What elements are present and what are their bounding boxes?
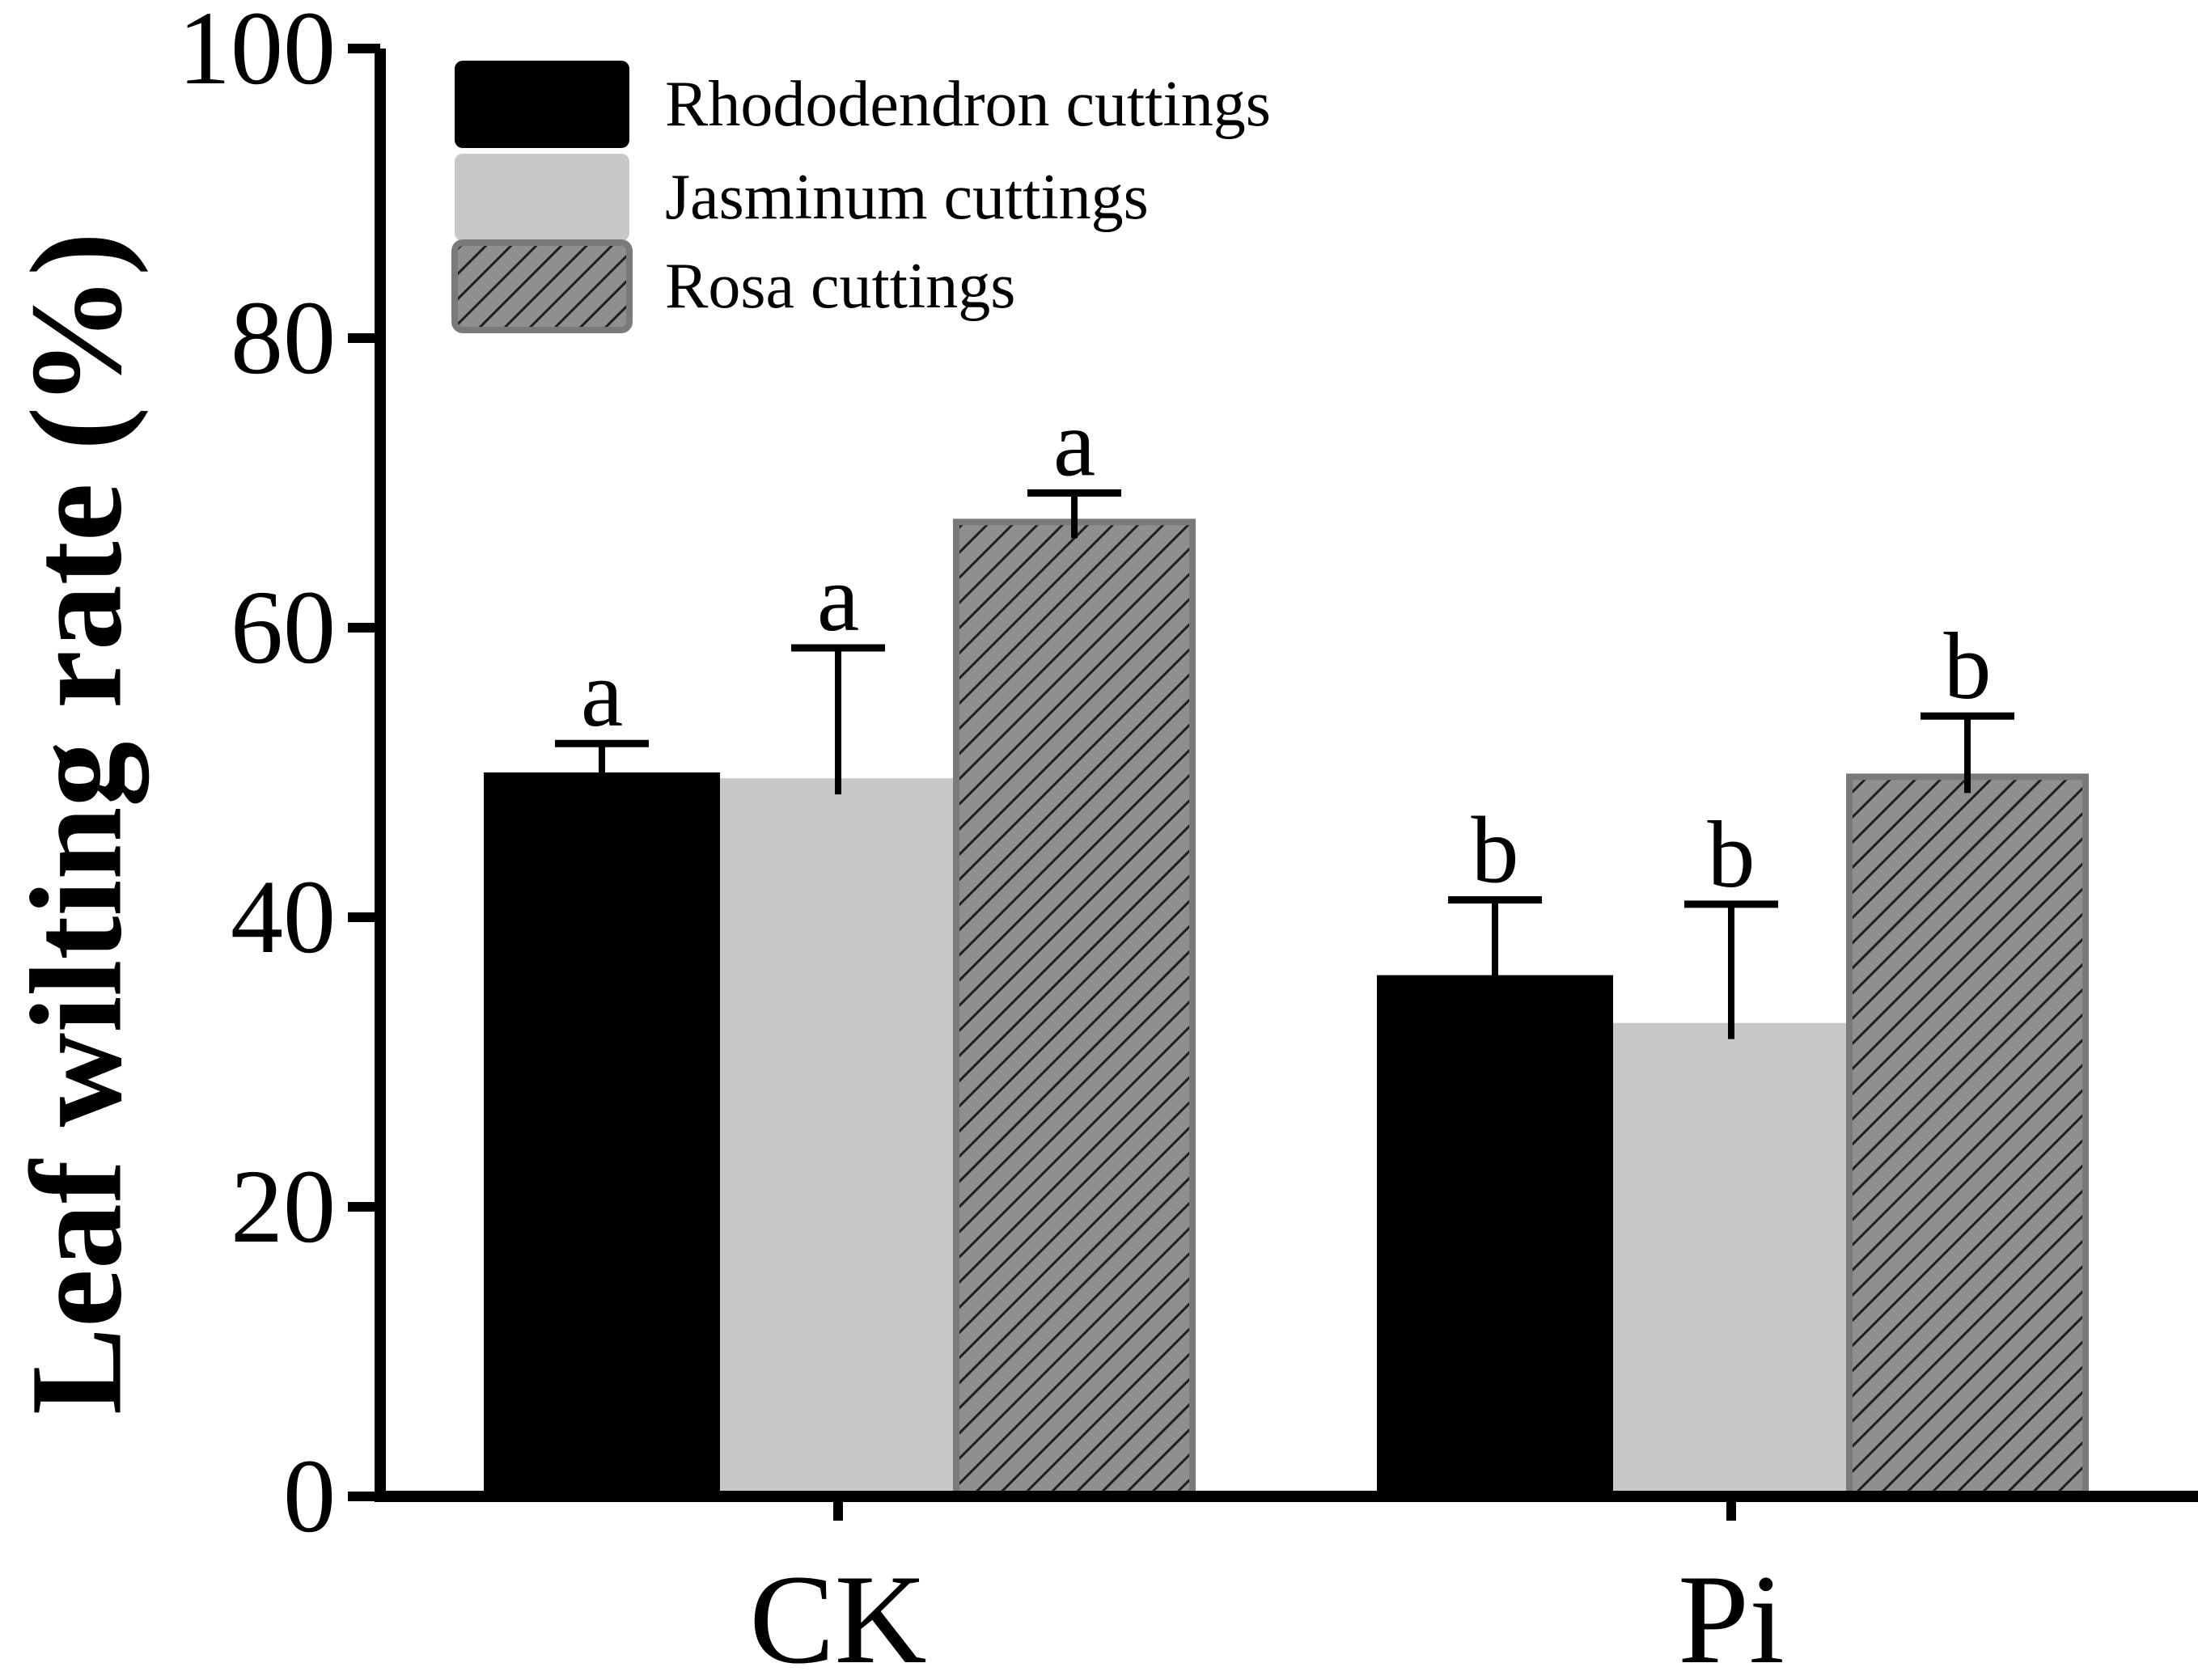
bar-ck-1 [484,772,720,1496]
legend-swatch-1 [455,61,629,148]
x-tick-label-pi: Pi [1678,1549,1785,1680]
x-axis-ticks: CK Pi [749,1496,1785,1680]
legend-swatch-2 [455,154,629,241]
y-tick-label-100: 100 [178,0,336,107]
y-axis-ticks: 0 20 40 60 80 100 [178,0,380,1555]
significance-label-ck-2: a [817,545,859,651]
legend: Rhododendron cuttings Jasminum cuttings Ro… [451,61,1271,333]
bar-pi-3 [1846,773,2089,1500]
bar-pi-2 [1613,1022,1849,1496]
bar-pi-1 [1377,975,1613,1496]
legend-label-3: Rosa cuttings [665,251,1015,322]
significance-label-ck-1: a [581,641,623,747]
legend-swatch-3 [451,239,633,333]
bar-ck-3 [953,518,1196,1500]
y-axis-title: Leaf wilting rate (%) [5,232,150,1415]
y-tick-label-20: 20 [231,1149,336,1265]
legend-label-1: Rhododendron cuttings [665,69,1271,140]
y-tick-label-60: 60 [231,569,336,686]
y-tick-label-80: 80 [231,280,336,396]
significance-label-pi-1: b [1472,798,1519,903]
legend-label-2: Jasminum cuttings [665,162,1149,233]
bars: a a a b b b [484,391,2089,1500]
bar-ck-2 [720,778,956,1496]
y-tick-label-40: 40 [231,859,336,975]
y-tick-label-0: 0 [283,1438,336,1555]
significance-label-ck-3: a [1053,391,1095,497]
significance-label-pi-3: b [1944,613,1992,719]
significance-label-pi-2: b [1708,802,1755,908]
x-tick-label-ck: CK [749,1549,927,1680]
